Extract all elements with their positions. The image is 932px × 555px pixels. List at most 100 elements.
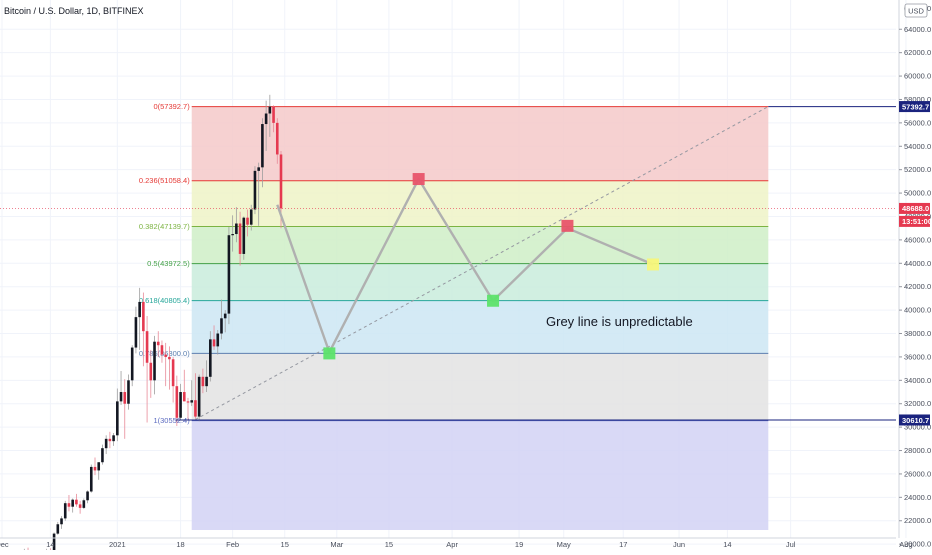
candle-body[interactable]: [242, 217, 246, 254]
y-tick-label: 36000.0: [904, 352, 931, 361]
candle-body[interactable]: [149, 362, 153, 381]
projection-marker[interactable]: [323, 347, 336, 360]
price-tag-label: 57392.7: [902, 102, 929, 111]
grey-projection-line[interactable]: [276, 177, 654, 354]
projection-marker[interactable]: [487, 294, 500, 307]
candle-body[interactable]: [164, 354, 167, 357]
candle-body[interactable]: [145, 331, 149, 363]
candle-body[interactable]: [175, 386, 179, 418]
candle-body[interactable]: [112, 435, 115, 442]
x-tick-label: 18: [176, 540, 184, 549]
candle-body[interactable]: [101, 448, 104, 463]
candle-body[interactable]: [82, 500, 86, 508]
x-tick-label: Feb: [226, 540, 239, 549]
candle-body[interactable]: [93, 466, 97, 471]
candle-body[interactable]: [160, 345, 164, 355]
y-tick-label: 58000.0: [904, 95, 931, 104]
candle-body[interactable]: [56, 524, 60, 534]
candle-body[interactable]: [97, 462, 101, 471]
candle-body[interactable]: [67, 503, 71, 507]
x-tick-label: 15: [385, 540, 393, 549]
candle-body[interactable]: [212, 339, 216, 347]
y-tick-label: 24000.0: [904, 493, 931, 502]
fib-zone: [191, 180, 769, 227]
candle-body[interactable]: [201, 376, 205, 387]
candle-body[interactable]: [153, 341, 156, 381]
projection-marker[interactable]: [647, 258, 659, 271]
candle-body[interactable]: [108, 438, 112, 442]
candle-body[interactable]: [197, 376, 201, 417]
candle-body[interactable]: [179, 392, 182, 418]
candle-body[interactable]: [216, 333, 220, 347]
price-tag[interactable]: [899, 215, 930, 227]
candle-body[interactable]: [257, 167, 260, 171]
candle-body[interactable]: [78, 504, 82, 508]
fib-level-label: 0.786(36300.0): [139, 349, 190, 358]
candle-body[interactable]: [279, 154, 283, 209]
projection-marker[interactable]: [412, 173, 425, 186]
fib-zone: [191, 420, 769, 530]
y-tick-label: 38000.0: [904, 329, 931, 338]
candle-body[interactable]: [246, 217, 249, 225]
candle-body[interactable]: [52, 533, 56, 553]
candle-body[interactable]: [71, 499, 74, 507]
candle-body[interactable]: [231, 234, 234, 236]
candle-body[interactable]: [190, 400, 194, 403]
candle-body[interactable]: [156, 341, 160, 346]
candle-body[interactable]: [194, 400, 197, 417]
candle-body[interactable]: [275, 122, 279, 155]
candle-body[interactable]: [235, 223, 238, 235]
candle-body[interactable]: [134, 317, 138, 348]
price-tag[interactable]: [899, 101, 930, 113]
x-tick-label: Mar: [330, 540, 343, 549]
candle-body[interactable]: [220, 318, 223, 334]
x-tick-label: 14: [723, 540, 731, 549]
x-tick-label: May: [557, 540, 571, 549]
y-tick-label: 40000.0: [904, 306, 931, 315]
candle-body[interactable]: [209, 339, 212, 377]
candle-body[interactable]: [253, 170, 257, 210]
candle-body[interactable]: [130, 347, 134, 381]
candle-body[interactable]: [223, 313, 227, 319]
x-tick-label: Aug: [899, 540, 912, 549]
fib-zone: [191, 226, 769, 264]
y-tick-label: 50000.0: [904, 189, 931, 198]
price-tag[interactable]: [899, 414, 930, 426]
candle-body[interactable]: [119, 392, 123, 402]
candle-body[interactable]: [127, 380, 130, 404]
candle-body[interactable]: [238, 223, 242, 254]
y-tick-label: 30000.0: [904, 423, 931, 432]
candle-body[interactable]: [272, 106, 275, 123]
y-tick-label: 44000.0: [904, 259, 931, 268]
candle-body[interactable]: [123, 392, 127, 404]
fib-level-label: 0.382(47139.7): [139, 222, 190, 231]
x-tick-label: Jul: [786, 540, 796, 549]
candle-body[interactable]: [261, 124, 264, 168]
projection-marker[interactable]: [561, 219, 574, 232]
candle-body[interactable]: [63, 503, 67, 519]
candle-body[interactable]: [171, 359, 175, 387]
x-tick-label: Jun: [673, 540, 685, 549]
candle-body[interactable]: [116, 401, 119, 436]
currency-label: USD: [908, 7, 924, 16]
price-tag[interactable]: [899, 202, 930, 214]
candle-body[interactable]: [264, 113, 268, 125]
candle-body[interactable]: [138, 301, 141, 318]
candle-body[interactable]: [75, 499, 78, 505]
price-tag-label: 13:51:00: [902, 217, 932, 226]
candle-body[interactable]: [142, 301, 145, 332]
candle-body[interactable]: [89, 466, 93, 492]
trend-line[interactable]: [195, 106, 769, 420]
candle-body[interactable]: [182, 392, 186, 402]
candle-body[interactable]: [268, 106, 272, 114]
candle-body[interactable]: [60, 518, 63, 525]
candle-body[interactable]: [205, 376, 208, 387]
candle-body[interactable]: [186, 401, 190, 403]
candle-body[interactable]: [227, 235, 231, 314]
currency-badge[interactable]: USD: [904, 3, 928, 18]
candle-body[interactable]: [86, 491, 89, 501]
candle-body[interactable]: [249, 209, 253, 225]
candle-body[interactable]: [104, 438, 108, 449]
candle-body[interactable]: [168, 356, 171, 360]
